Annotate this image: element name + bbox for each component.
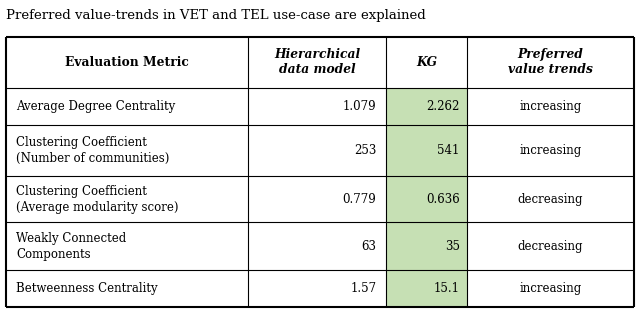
Bar [386, 37, 467, 88]
Text: 541: 541 [437, 144, 460, 157]
Text: 2.262: 2.262 [426, 100, 460, 113]
Text: 63: 63 [361, 240, 376, 253]
Bar [6, 176, 248, 223]
Text: Evaluation Metric: Evaluation Metric [65, 56, 189, 69]
Text: Average Degree Centrality: Average Degree Centrality [16, 100, 175, 113]
Text: Weakly Connected
Components: Weakly Connected Components [16, 232, 126, 261]
Bar [248, 223, 386, 270]
Text: Betweenness Centrality: Betweenness Centrality [16, 282, 157, 295]
Bar [6, 270, 248, 307]
Bar [6, 88, 248, 125]
Text: 15.1: 15.1 [434, 282, 460, 295]
Text: 1.079: 1.079 [342, 100, 376, 113]
Text: increasing: increasing [520, 282, 582, 295]
Text: increasing: increasing [520, 100, 582, 113]
Bar [467, 88, 634, 125]
Text: 0.636: 0.636 [426, 193, 460, 206]
Text: Clustering Coefficient
(Average modularity score): Clustering Coefficient (Average modulari… [16, 185, 179, 214]
Bar [248, 270, 386, 307]
Bar [467, 176, 634, 223]
Text: Preferred
value trends: Preferred value trends [508, 48, 593, 76]
Bar [248, 125, 386, 176]
Text: increasing: increasing [520, 144, 582, 157]
Text: Clustering Coefficient
(Number of communities): Clustering Coefficient (Number of commun… [16, 136, 170, 165]
Text: decreasing: decreasing [518, 193, 583, 206]
Bar [248, 88, 386, 125]
Bar [6, 223, 248, 270]
Bar [467, 37, 634, 88]
Bar [467, 125, 634, 176]
Bar [6, 125, 248, 176]
Text: 1.57: 1.57 [350, 282, 376, 295]
Bar [386, 125, 467, 176]
Bar [248, 37, 386, 88]
Bar [386, 270, 467, 307]
Bar [386, 223, 467, 270]
Bar [248, 176, 386, 223]
Bar [386, 88, 467, 125]
Bar [467, 223, 634, 270]
Text: 0.779: 0.779 [342, 193, 376, 206]
Text: Hierarchical
data model: Hierarchical data model [274, 48, 360, 76]
Text: 253: 253 [354, 144, 376, 157]
Text: decreasing: decreasing [518, 240, 583, 253]
Text: 35: 35 [445, 240, 460, 253]
Bar [467, 270, 634, 307]
Text: KG: KG [416, 56, 437, 69]
Bar [6, 37, 248, 88]
Bar [386, 176, 467, 223]
Text: Preferred value-trends in VET and TEL use-case are explained: Preferred value-trends in VET and TEL us… [6, 9, 426, 22]
